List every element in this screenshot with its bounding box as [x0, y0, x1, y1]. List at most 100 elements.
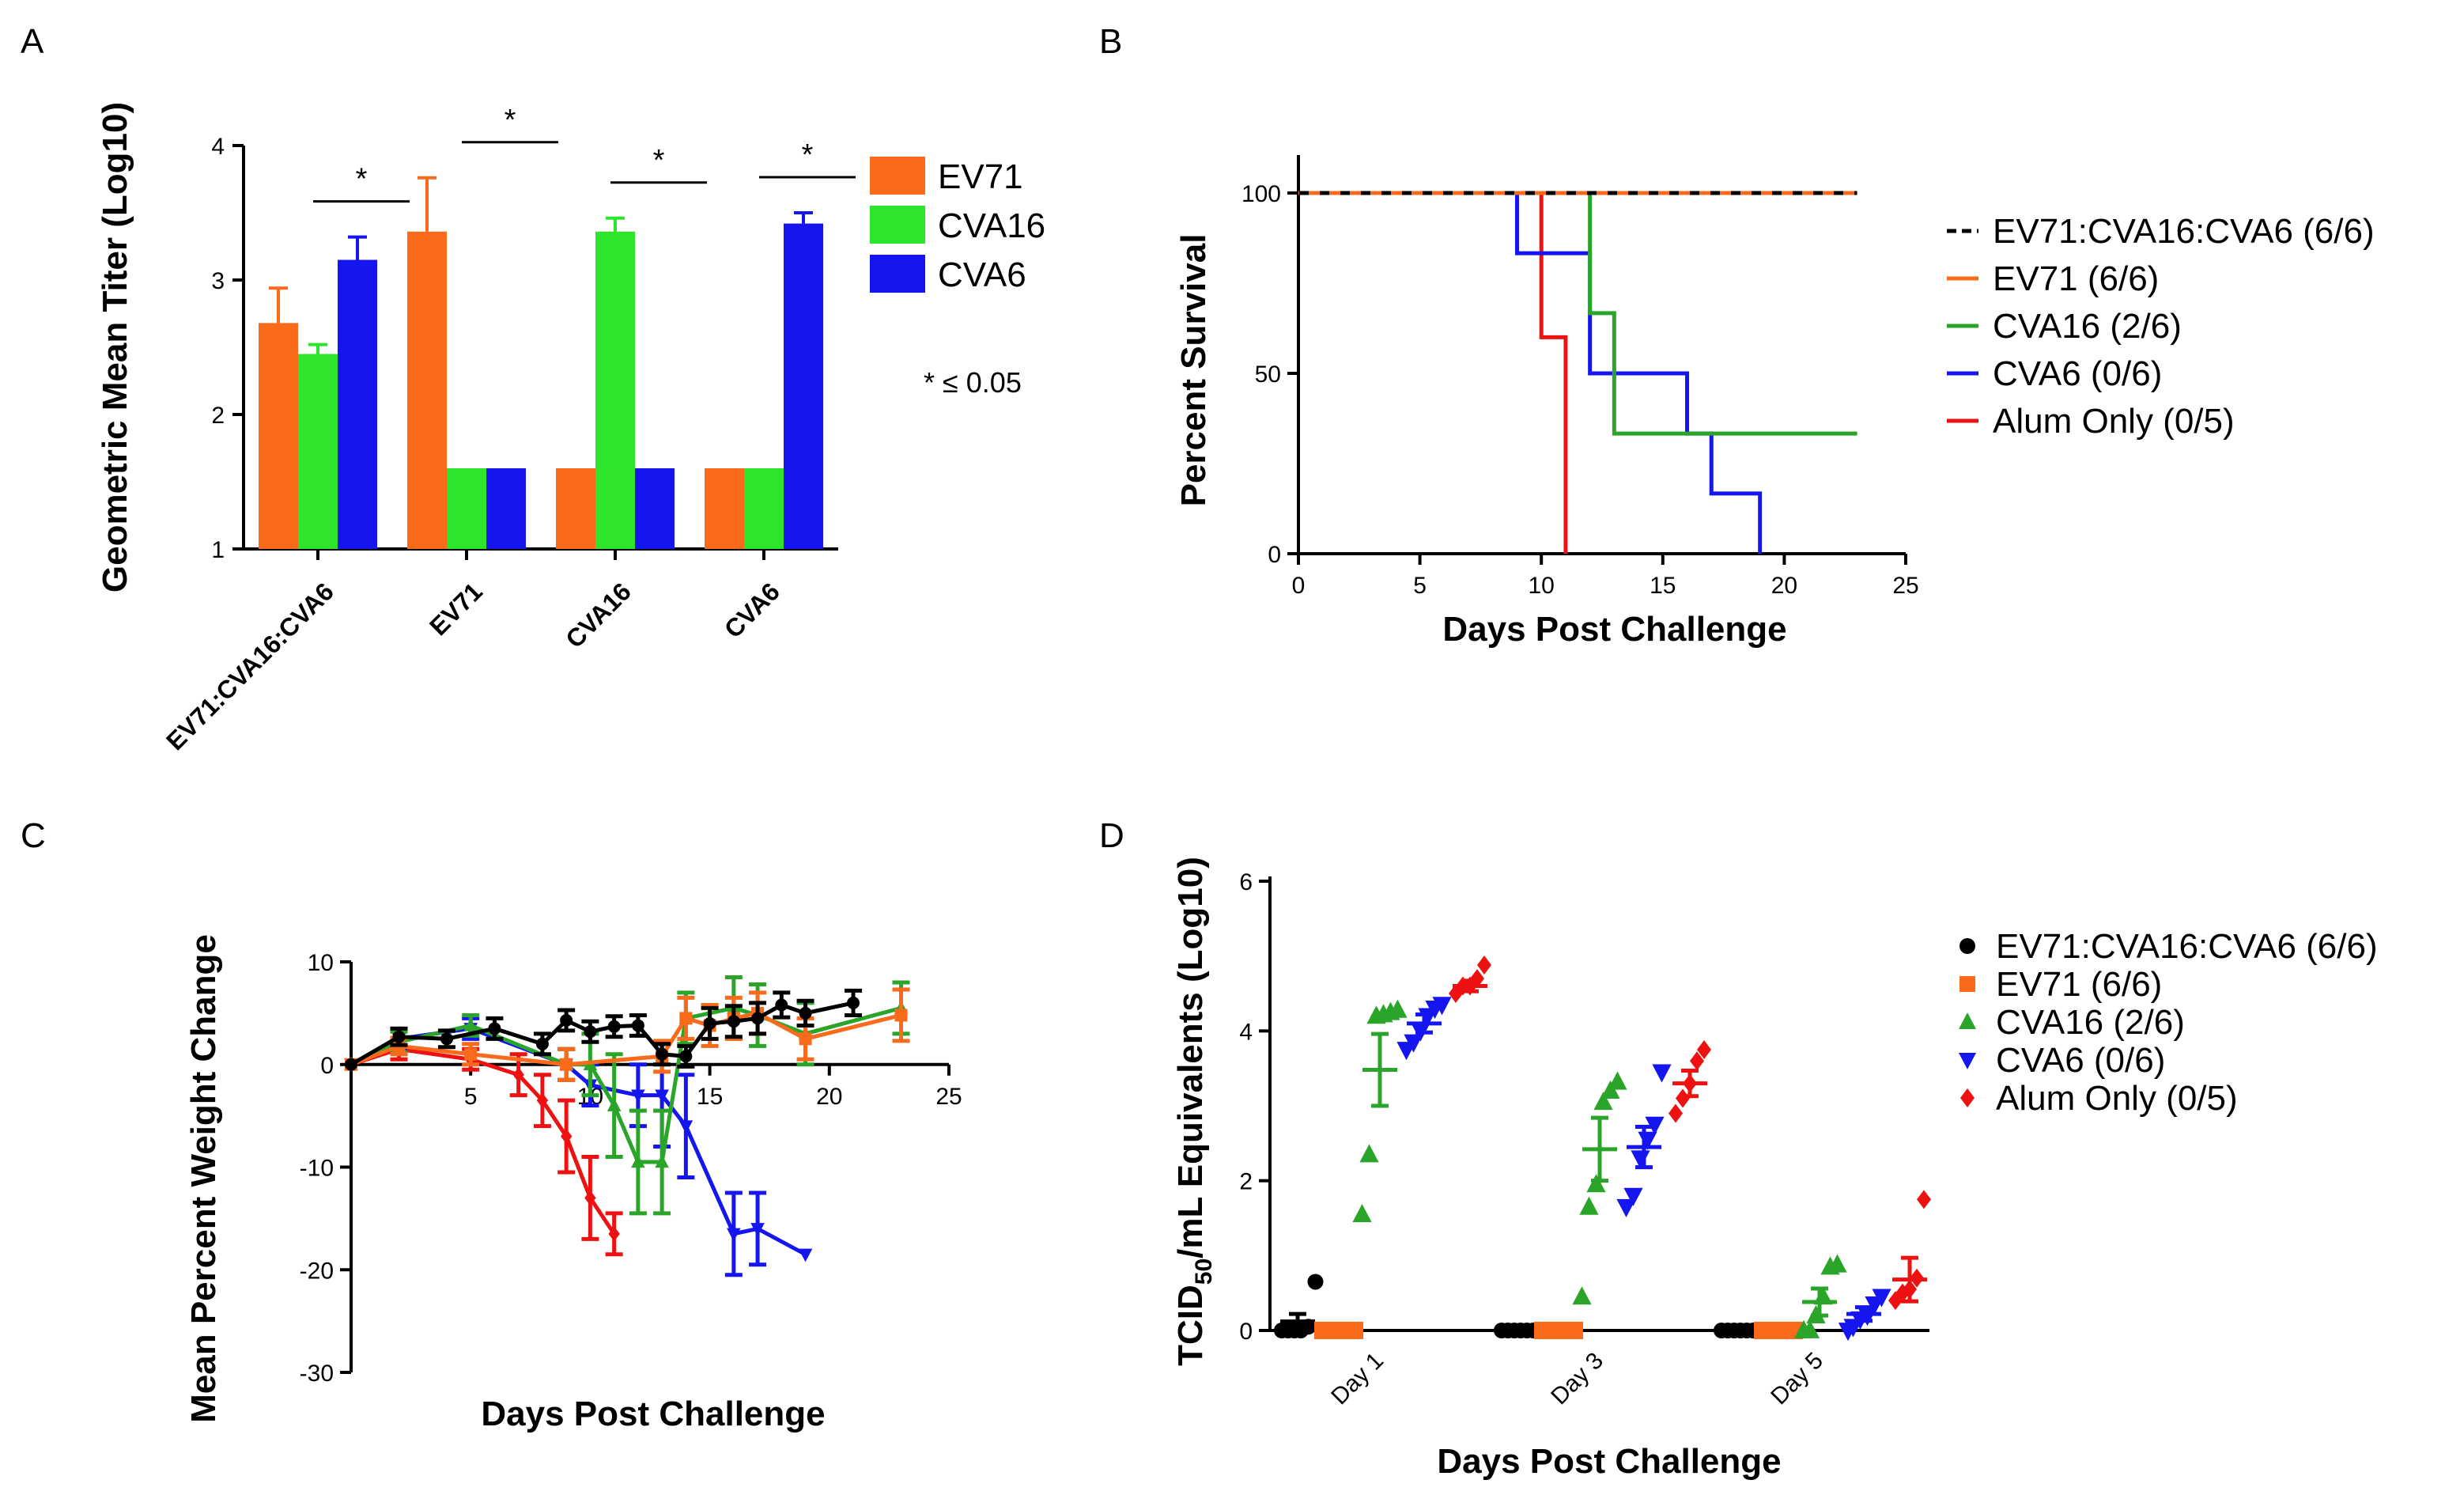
panel-a: A 1 2 3 4 Geometric Mean Titer (Log10) EV71:C…	[0, 0, 1107, 759]
category-label: EV71:CVA16:CVA6	[161, 577, 339, 755]
legend-label-3: CVA6 (0/6)	[1993, 354, 2162, 393]
legend-marker-3	[1959, 1053, 1976, 1069]
y-axis-label: Geometric Mean Titer (Log10)	[96, 102, 134, 592]
bar-cva6	[784, 223, 823, 549]
x-axis-label: Days Post Challenge	[1442, 610, 1786, 649]
panel-letter-d: D	[1099, 816, 1124, 855]
scatter-point-3	[1645, 1116, 1665, 1135]
weight-point-3	[727, 1228, 741, 1242]
x-tick-label: 10	[1529, 573, 1555, 599]
bar-ev71	[259, 323, 298, 549]
bar-cva16	[744, 468, 784, 549]
x-tick-label: 20	[1771, 573, 1797, 599]
legend-label-0: EV71:CVA16:CVA6 (6/6)	[1993, 212, 2375, 251]
significance-note: * ≤ 0.05	[924, 366, 1022, 399]
weight-point-3	[655, 1089, 669, 1103]
y-tick-label: 10	[308, 950, 334, 976]
legend-label-4: Alum Only (0/5)	[1996, 1079, 2238, 1118]
scatter-point-3	[1616, 1198, 1636, 1217]
y-axis-label: Mean Percent Weight Change	[184, 934, 223, 1423]
y-tick-label: -30	[300, 1361, 334, 1387]
scatter-point-3	[1652, 1064, 1672, 1083]
bar-cva6	[635, 468, 675, 549]
x-tick-label: 25	[935, 1084, 962, 1110]
y-axis-label-main: TCID	[1171, 1285, 1210, 1366]
weight-point-0	[392, 1030, 406, 1043]
y-tick-label: 4	[211, 134, 225, 160]
significance-star: *	[505, 104, 516, 137]
panel-letter-b: B	[1099, 22, 1123, 61]
panel-b: B 0 5 10 15 20 25 0 50 100 Days Post Challenge Per…	[1091, 0, 2464, 759]
y-axis-label: Percent Survival	[1174, 234, 1213, 507]
x-tick-label: 20	[816, 1084, 842, 1110]
y-tick-label: 50	[1255, 361, 1281, 388]
legend-marker-0	[1959, 938, 1975, 954]
weight-point-1	[464, 1047, 478, 1061]
weight-point-1	[560, 1058, 573, 1071]
legend-marker-2	[1959, 1012, 1976, 1029]
y-tick-label: 4	[1239, 1019, 1253, 1045]
bar-cva6	[338, 259, 377, 549]
legend-label-2: CVA16 (2/6)	[1996, 1003, 2185, 1042]
weight-point-4	[560, 1128, 573, 1145]
legend-swatch-cva6	[870, 255, 925, 293]
scatter-point-4	[1697, 1040, 1711, 1059]
legend-label-1: EV71 (6/6)	[1996, 965, 2162, 1004]
weight-point-0	[607, 1020, 621, 1033]
weight-line-4	[350, 1046, 616, 1236]
scatter-point-2	[1800, 1319, 1820, 1338]
significance-star: *	[802, 138, 814, 172]
weight-point-1	[894, 1009, 908, 1022]
bar-ev71	[556, 468, 595, 549]
scatter-point-3	[1623, 1187, 1643, 1206]
weight-point-2	[631, 1154, 645, 1168]
scatter-point-3	[1404, 1034, 1423, 1053]
panel-d: D 0 2 4 6 TCID50/mL Equivalents (Log10) Days …	[1091, 799, 2464, 1495]
weight-point-0	[584, 1025, 597, 1039]
scatter-point-2	[1608, 1071, 1627, 1090]
survival-line-3	[1298, 191, 1763, 554]
x-axis-label: Days Post Challenge	[481, 1395, 825, 1433]
legend-marker-4	[1960, 1088, 1975, 1107]
scatter-point-2	[1572, 1286, 1592, 1305]
weight-point-2	[463, 1017, 478, 1031]
weight-point-4	[512, 1067, 524, 1083]
survival-line-2	[1298, 191, 1857, 436]
bar-cva16	[298, 354, 338, 549]
scatter-point-4	[1888, 1291, 1903, 1311]
bar-cva6	[486, 468, 526, 549]
legend-label-cva6: CVA6	[938, 255, 1026, 294]
bar-ev71	[407, 231, 447, 549]
bar-ev71	[705, 468, 744, 549]
weight-point-0	[631, 1019, 644, 1032]
y-tick-label: 3	[211, 268, 225, 294]
weight-point-1	[799, 1032, 812, 1046]
y-tick-label: -20	[300, 1258, 334, 1284]
weight-point-0	[440, 1032, 453, 1046]
legend-swatch-ev71	[870, 157, 925, 195]
legend-label-3: CVA6 (0/6)	[1996, 1041, 2165, 1080]
y-tick-label: 2	[211, 403, 225, 429]
x-tick-label: 5	[464, 1084, 478, 1110]
scatter-point-2	[1827, 1254, 1847, 1273]
legend-marker-1	[1959, 976, 1975, 992]
legend-label-cva16: CVA16	[938, 206, 1045, 245]
legend-label-2: CVA16 (2/6)	[1993, 307, 2182, 346]
category-label: Day 1	[1326, 1348, 1389, 1410]
x-tick-label: 15	[1650, 573, 1676, 599]
scatter-point-3	[1432, 997, 1452, 1016]
significance-star: *	[356, 163, 368, 196]
weight-point-3	[750, 1223, 765, 1236]
weight-point-0	[847, 996, 860, 1009]
weight-point-0	[656, 1047, 669, 1061]
scatter-point-4	[1676, 1088, 1690, 1108]
category-label: CVA6	[719, 577, 785, 643]
weight-point-1	[679, 1012, 693, 1025]
weight-point-3	[798, 1248, 813, 1262]
bar-chart-titers: 1 2 3 4 Geometric Mean Titer (Log10) EV71:CVA…	[96, 102, 1045, 755]
legend-swatch-cva16	[870, 206, 925, 244]
category-label: Day 3	[1546, 1348, 1608, 1410]
y-tick-label: 0	[1239, 1319, 1253, 1345]
weight-point-3	[678, 1120, 693, 1134]
